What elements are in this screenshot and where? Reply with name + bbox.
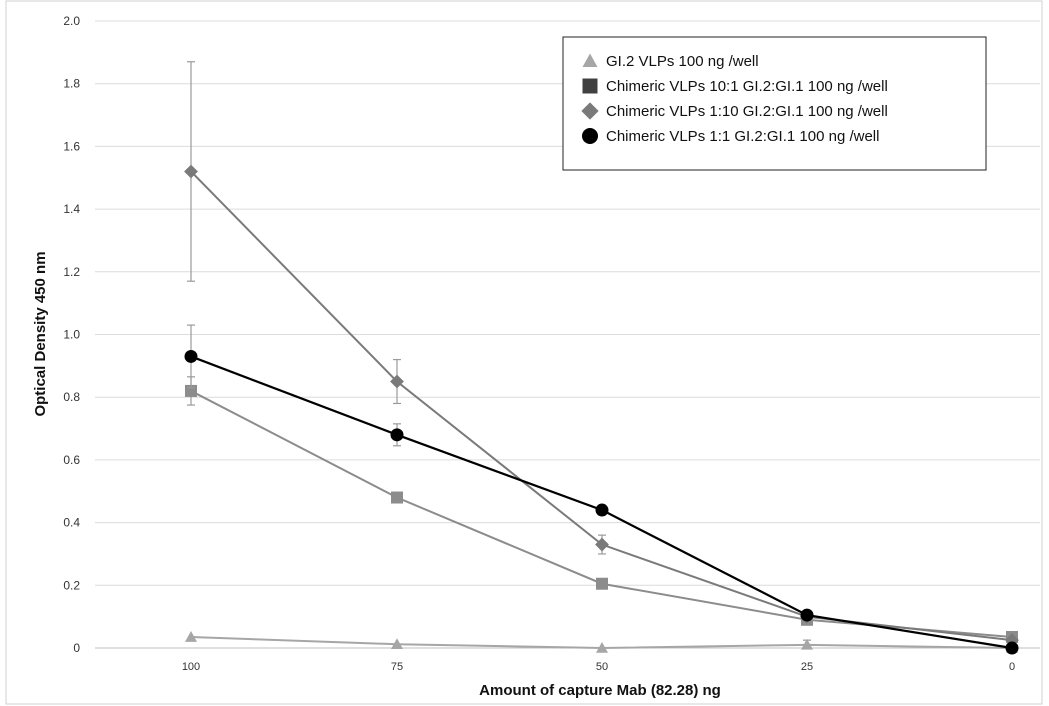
legend-label: GI.2 VLPs 100 ng /well: [606, 53, 759, 70]
x-axis-title: Amount of capture Mab (82.28) ng: [479, 682, 721, 699]
y-tick-label: 1.0: [63, 328, 80, 342]
series-4: [184, 324, 1019, 655]
data-point: [801, 638, 813, 650]
y-axis-title: Optical Density 450 nm: [32, 251, 49, 416]
data-point: [391, 638, 403, 650]
data-point: [800, 608, 814, 622]
x-axis-ticks: 100 75 50 25 0: [182, 661, 1015, 673]
data-point: [1005, 641, 1019, 655]
legend-marker: [582, 128, 598, 144]
y-tick-label: 1.2: [63, 265, 80, 279]
legend: GI.2 VLPs 100 ng /well Chimeric VLPs 10:1…: [562, 36, 987, 171]
x-tick-label: 50: [596, 661, 608, 673]
series: [184, 61, 1019, 655]
legend-marker: [581, 102, 599, 120]
x-tick-label: 25: [801, 661, 813, 673]
series-3: [184, 61, 1019, 648]
y-tick-label: 2.0: [63, 14, 80, 28]
y-axis-ticks: 0 0.2 0.4 0.6 0.8 1.0 1.2 1.4 1.6 1.8 2.0: [63, 14, 80, 655]
data-point: [595, 503, 609, 517]
legend-marker: [582, 53, 598, 67]
data-point: [596, 577, 608, 590]
x-tick-label: 75: [391, 661, 403, 673]
data-point: [184, 349, 198, 363]
y-tick-label: 0.8: [63, 390, 80, 404]
legend-box: [562, 36, 987, 171]
data-point: [595, 537, 609, 552]
y-tick-label: 1.6: [63, 139, 80, 153]
y-tick-label: 0.4: [63, 516, 80, 530]
x-tick-label: 0: [1009, 661, 1015, 673]
x-tick-label: 100: [182, 661, 200, 673]
legend-marker: [582, 78, 598, 94]
data-point: [391, 491, 403, 504]
y-tick-label: 0.6: [63, 453, 80, 467]
y-tick-label: 1.8: [63, 77, 80, 91]
y-tick-label: 1.4: [63, 202, 80, 216]
legend-label: Chimeric VLPs 10:1 GI.2:GI.1 100 ng /wel…: [606, 78, 888, 95]
data-point: [390, 374, 404, 389]
data-point: [185, 631, 197, 642]
data-point: [596, 642, 608, 653]
legend-label: Chimeric VLPs 1:10 GI.2:GI.1 100 ng /wel…: [606, 103, 888, 120]
data-point: [184, 164, 198, 179]
y-tick-label: 0: [73, 641, 80, 655]
y-tick-label: 0.2: [63, 578, 80, 592]
legend-label: Chimeric VLPs 1:1 GI.2:GI.1 100 ng /well: [606, 128, 879, 145]
data-point: [390, 428, 404, 442]
